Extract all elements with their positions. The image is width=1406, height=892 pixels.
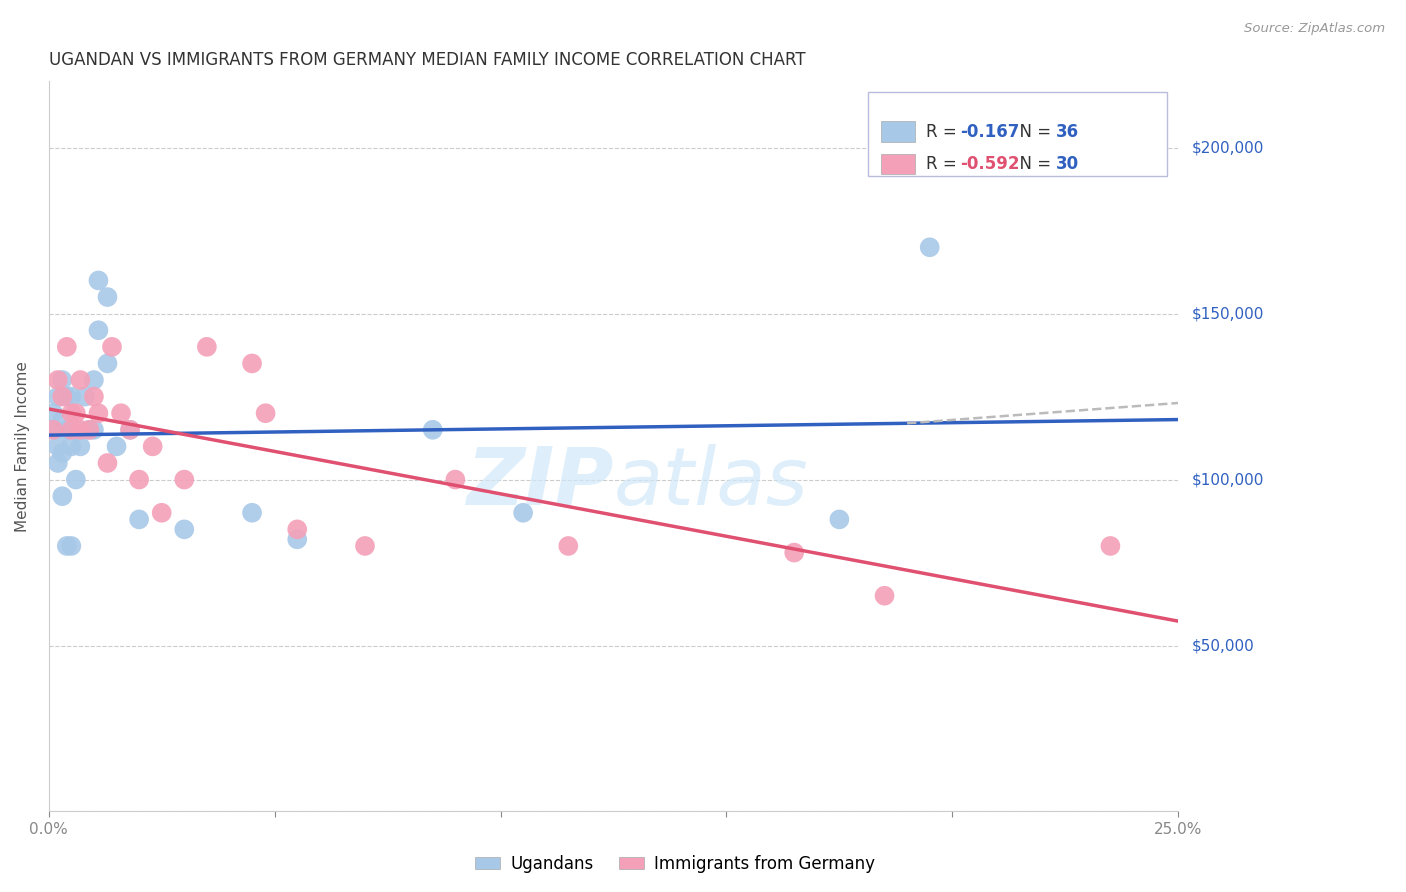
Point xyxy=(83,390,105,404)
Point xyxy=(173,473,195,487)
Point xyxy=(87,406,110,420)
Point xyxy=(42,423,65,437)
Point xyxy=(105,439,128,453)
Point xyxy=(96,456,118,470)
Point xyxy=(51,489,73,503)
Text: R =: R = xyxy=(927,155,962,173)
Point xyxy=(128,473,150,487)
Point xyxy=(69,423,91,437)
Point xyxy=(128,512,150,526)
Text: UGANDAN VS IMMIGRANTS FROM GERMANY MEDIAN FAMILY INCOME CORRELATION CHART: UGANDAN VS IMMIGRANTS FROM GERMANY MEDIA… xyxy=(49,51,806,69)
Point xyxy=(557,539,579,553)
Point xyxy=(828,512,851,526)
Point xyxy=(285,533,308,547)
Text: 36: 36 xyxy=(1056,123,1080,141)
Point xyxy=(65,406,87,420)
Point xyxy=(1099,539,1122,553)
Point xyxy=(60,406,83,420)
Point xyxy=(51,413,73,427)
Point xyxy=(69,373,91,387)
Point xyxy=(79,423,101,437)
Point xyxy=(142,439,165,453)
Point xyxy=(150,506,173,520)
Point xyxy=(285,522,308,536)
Point xyxy=(56,390,79,404)
Text: $200,000: $200,000 xyxy=(1192,140,1264,155)
Point xyxy=(918,240,941,254)
Point xyxy=(87,273,110,287)
Point xyxy=(65,473,87,487)
Point xyxy=(96,356,118,370)
FancyBboxPatch shape xyxy=(882,121,915,142)
Point xyxy=(65,423,87,437)
Point xyxy=(354,539,377,553)
Point xyxy=(422,423,444,437)
Point xyxy=(83,373,105,387)
Point xyxy=(46,390,69,404)
Point xyxy=(46,439,69,453)
Text: $100,000: $100,000 xyxy=(1192,472,1264,487)
Text: $50,000: $50,000 xyxy=(1192,638,1254,653)
Point xyxy=(873,589,896,603)
Point xyxy=(51,446,73,460)
Text: R =: R = xyxy=(927,123,962,141)
Text: -0.167: -0.167 xyxy=(960,123,1019,141)
Y-axis label: Median Family Income: Median Family Income xyxy=(15,361,30,532)
Point xyxy=(60,539,83,553)
Point xyxy=(69,439,91,453)
Point xyxy=(120,423,142,437)
Point xyxy=(79,423,101,437)
Point xyxy=(512,506,534,520)
Point xyxy=(101,340,124,354)
Point xyxy=(110,406,132,420)
Text: -0.592: -0.592 xyxy=(960,155,1019,173)
Point xyxy=(254,406,277,420)
Point xyxy=(120,423,142,437)
Point xyxy=(96,290,118,304)
Point xyxy=(444,473,467,487)
Point xyxy=(56,340,79,354)
Point xyxy=(87,323,110,337)
FancyBboxPatch shape xyxy=(868,92,1167,177)
Point xyxy=(240,506,263,520)
Point xyxy=(46,373,69,387)
Point xyxy=(783,545,806,559)
Point xyxy=(60,439,83,453)
Point xyxy=(46,456,69,470)
Point xyxy=(51,373,73,387)
Point xyxy=(42,423,65,437)
Point xyxy=(83,423,105,437)
Point xyxy=(60,390,83,404)
Legend: Ugandans, Immigrants from Germany: Ugandans, Immigrants from Germany xyxy=(468,848,882,880)
Text: Source: ZipAtlas.com: Source: ZipAtlas.com xyxy=(1244,22,1385,36)
FancyBboxPatch shape xyxy=(882,153,915,174)
Point xyxy=(195,340,218,354)
Point xyxy=(240,356,263,370)
Text: N =: N = xyxy=(1008,155,1056,173)
Point xyxy=(51,390,73,404)
Text: 30: 30 xyxy=(1056,155,1080,173)
Point xyxy=(56,539,79,553)
Text: ZIP: ZIP xyxy=(467,444,613,522)
Text: $150,000: $150,000 xyxy=(1192,306,1264,321)
Point xyxy=(56,423,79,437)
Point xyxy=(42,406,65,420)
Point xyxy=(60,423,83,437)
Point xyxy=(73,390,96,404)
Point xyxy=(173,522,195,536)
Text: atlas: atlas xyxy=(613,444,808,522)
Text: N =: N = xyxy=(1008,123,1056,141)
